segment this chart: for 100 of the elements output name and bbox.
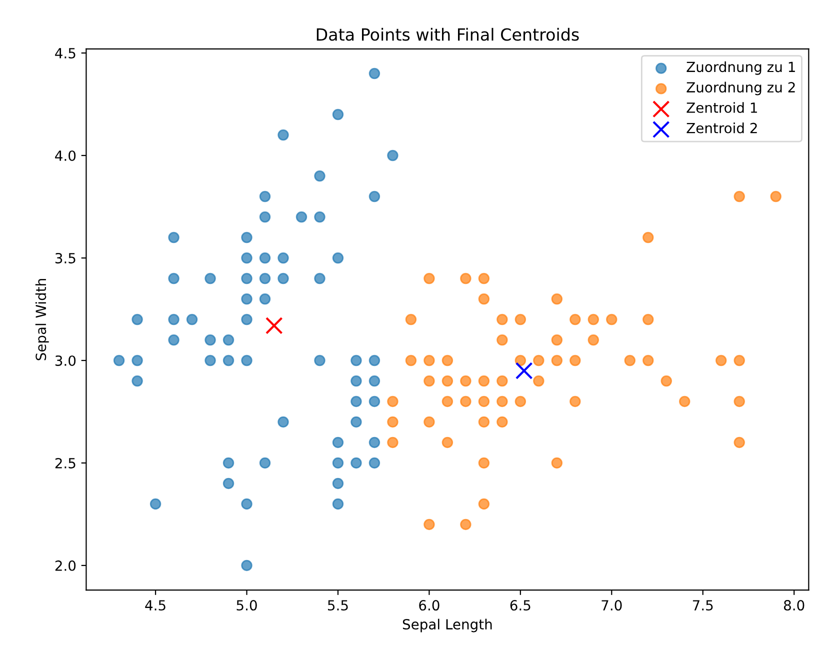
point — [259, 190, 271, 202]
x-tick-label: 7.0 — [602, 600, 622, 611]
point — [113, 354, 125, 366]
point — [332, 498, 344, 510]
point — [314, 211, 326, 223]
point — [424, 375, 435, 387]
point — [405, 354, 417, 366]
point — [278, 272, 289, 284]
point — [496, 416, 508, 428]
point — [642, 232, 654, 244]
legend-label: Zuordnung zu 1 — [686, 61, 795, 75]
point — [350, 375, 362, 387]
y-tick-label: 3.5 — [55, 252, 76, 264]
y-tick-label: 4.5 — [55, 48, 76, 58]
point — [332, 478, 344, 490]
point — [332, 108, 344, 120]
x-tick-label: 6.0 — [419, 600, 440, 611]
point — [222, 354, 234, 366]
point — [424, 354, 435, 366]
point — [387, 416, 398, 428]
y-tick-label: 2.5 — [55, 458, 76, 468]
point — [332, 457, 344, 469]
point — [460, 518, 472, 530]
point — [460, 375, 472, 387]
point — [222, 334, 234, 346]
point — [588, 334, 600, 346]
point — [350, 396, 362, 408]
point — [770, 190, 782, 202]
point — [551, 457, 563, 469]
point — [150, 498, 162, 510]
point — [642, 314, 654, 326]
legend-label: Zuordnung zu 2 — [686, 82, 795, 96]
point — [460, 396, 472, 408]
point — [132, 314, 143, 326]
x-tick-label: 5.0 — [236, 600, 257, 611]
y-tick-label: 4.0 — [55, 150, 76, 161]
point — [551, 293, 563, 305]
point — [259, 293, 271, 305]
point — [570, 354, 581, 366]
point — [368, 190, 380, 202]
point — [442, 396, 454, 408]
point — [460, 272, 472, 284]
point — [241, 232, 252, 244]
point — [241, 272, 252, 284]
point — [478, 375, 490, 387]
point — [478, 457, 490, 469]
point — [478, 416, 490, 428]
point — [496, 375, 508, 387]
point — [533, 375, 544, 387]
point — [265, 316, 283, 334]
point — [478, 498, 490, 510]
x-tick-label: 6.5 — [510, 600, 530, 611]
point — [241, 354, 252, 366]
point — [350, 354, 362, 366]
chart-title: Data Points with Final Centroids — [316, 28, 579, 41]
point — [168, 334, 180, 346]
point — [478, 272, 490, 284]
point — [241, 293, 252, 305]
point — [716, 354, 727, 366]
point — [551, 334, 563, 346]
point — [204, 354, 216, 366]
legend-label: Zentroid 1 — [686, 102, 757, 113]
point — [551, 354, 563, 366]
point — [259, 252, 271, 264]
legend-label: Zentroid 2 — [686, 122, 757, 134]
point — [278, 252, 289, 264]
point — [278, 416, 289, 428]
point — [132, 354, 143, 366]
point — [204, 272, 216, 284]
point — [405, 314, 417, 326]
point — [314, 170, 326, 182]
x-tick-label: 7.5 — [692, 600, 713, 611]
point — [259, 272, 271, 284]
point — [368, 457, 380, 469]
point — [168, 272, 180, 284]
point — [424, 518, 435, 530]
x-axis-title: Sepal Length — [402, 618, 492, 632]
point — [241, 252, 252, 264]
x-tick-label: 4.5 — [145, 600, 166, 611]
point — [679, 396, 690, 408]
point — [259, 211, 271, 223]
point — [332, 252, 344, 264]
point — [350, 416, 362, 428]
point — [734, 396, 745, 408]
point — [168, 314, 180, 326]
point — [132, 375, 143, 387]
point — [204, 334, 216, 346]
point — [368, 68, 380, 80]
x-tick-label: 5.5 — [328, 600, 348, 611]
point — [478, 293, 490, 305]
point — [514, 396, 526, 408]
point — [424, 416, 435, 428]
point — [241, 498, 252, 510]
point — [514, 314, 526, 326]
point — [734, 354, 745, 366]
point — [387, 436, 398, 448]
point — [478, 396, 490, 408]
point — [660, 375, 672, 387]
point — [442, 375, 454, 387]
point — [222, 478, 234, 490]
